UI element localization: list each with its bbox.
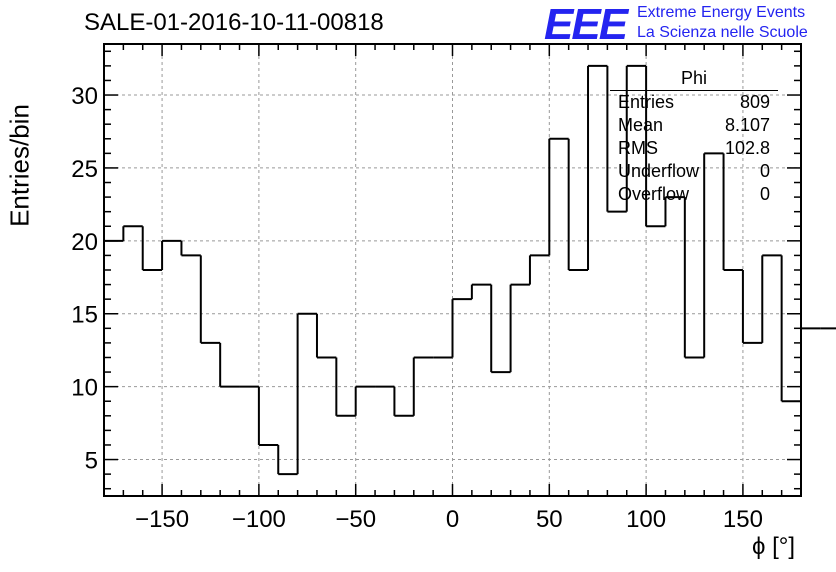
eee-logo: EEE — [544, 0, 628, 49]
chart-title: SALE-01-2016-10-11-00818 — [84, 9, 384, 36]
stats-value: 102.8 — [724, 138, 770, 158]
x-tick-label: 0 — [446, 506, 459, 533]
x-tick-label: −100 — [232, 506, 286, 533]
stats-title: Phi — [610, 68, 778, 91]
stats-value: 0 — [759, 161, 770, 181]
x-tick-label: 50 — [536, 506, 563, 533]
x-tick-label: 100 — [626, 506, 666, 533]
x-tick-label: 150 — [723, 506, 763, 533]
y-tick-label: 5 — [85, 448, 98, 475]
y-tick-label: 25 — [71, 156, 98, 183]
y-tick-label: 10 — [71, 375, 98, 402]
stats-label: Underflow — [618, 161, 700, 181]
stats-label: Mean — [618, 115, 664, 135]
stats-label: Entries — [618, 92, 675, 112]
x-axis-label: ϕ [°] — [752, 533, 796, 560]
logo-line-1: Extreme Energy Events — [637, 4, 806, 21]
stats-row-underflow: Underflow 0 — [610, 160, 778, 183]
x-tick-label: −50 — [335, 506, 376, 533]
stats-value: 809 — [739, 92, 770, 112]
stats-row-mean: Mean 8.107 — [610, 114, 778, 137]
y-tick-label: 30 — [71, 83, 98, 110]
stats-row-entries: Entries 809 — [610, 91, 778, 114]
stats-value: 0 — [759, 184, 770, 204]
stats-row-overflow: Overflow 0 — [610, 183, 778, 206]
y-tick-label: 15 — [71, 302, 98, 329]
y-axis-label: Entries/bin — [4, 104, 35, 227]
y-axis-label-wrapper: Entries/bin — [0, 104, 44, 227]
stats-label: RMS — [618, 138, 658, 158]
stats-row-rms: RMS 102.8 — [610, 137, 778, 160]
stats-box: Phi Entries 809 Mean 8.107 RMS 102.8 Und… — [610, 68, 778, 206]
logo-line-2: La Scienza nelle Scuole — [637, 24, 808, 41]
stats-value: 8.107 — [724, 115, 770, 135]
x-tick-label: −150 — [135, 506, 189, 533]
stats-label: Overflow — [618, 184, 690, 204]
y-tick-label: 20 — [71, 229, 98, 256]
